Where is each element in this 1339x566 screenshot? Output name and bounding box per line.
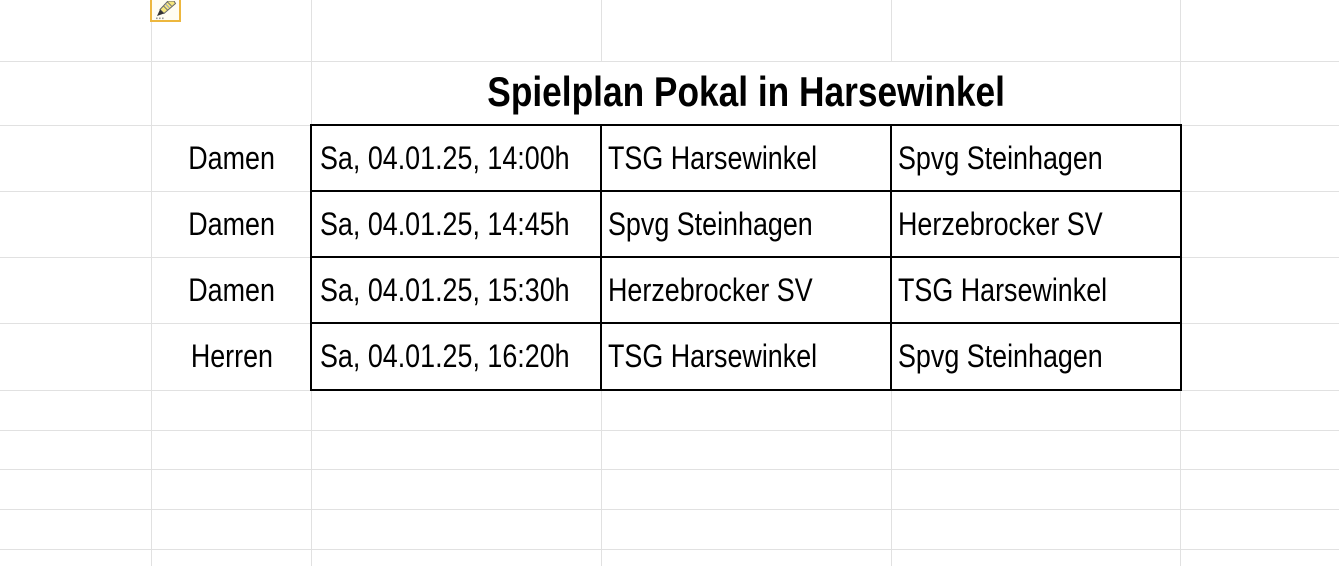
datetime-label: Sa, 04.01.25, 14:00h: [320, 140, 570, 176]
format-paintbrush-icon[interactable]: [150, 0, 181, 22]
cell-datetime[interactable]: Sa, 04.01.25, 14:45h: [320, 191, 598, 257]
gridline-vertical: [601, 0, 602, 61]
gridline-horizontal: [0, 430, 1339, 431]
gridline-vertical: [601, 390, 602, 566]
gridline-horizontal: [0, 509, 1339, 510]
home-team-label: Herzebrocker SV: [608, 272, 813, 308]
cell-away-team[interactable]: Herzebrocker SV: [898, 191, 1178, 257]
cell-category[interactable]: Damen: [151, 125, 312, 191]
table-row-divider: [312, 190, 1180, 192]
table-row-divider: [312, 322, 1180, 324]
paintbrush-glyph: [156, 1, 177, 20]
gridline-vertical: [891, 390, 892, 566]
cell-home-team[interactable]: Herzebrocker SV: [608, 257, 888, 323]
away-team-label: Spvg Steinhagen: [898, 140, 1103, 176]
category-label: Damen: [188, 272, 275, 308]
category-label: Damen: [188, 206, 275, 242]
datetime-label: Sa, 04.01.25, 15:30h: [320, 272, 570, 308]
cell-away-team[interactable]: Spvg Steinhagen: [898, 323, 1178, 389]
cell-category[interactable]: Herren: [151, 323, 312, 389]
away-team-label: TSG Harsewinkel: [898, 272, 1108, 308]
category-label: Herren: [190, 338, 273, 374]
away-team-label: Spvg Steinhagen: [898, 338, 1103, 374]
cell-home-team[interactable]: TSG Harsewinkel: [608, 125, 888, 191]
cell-category[interactable]: Damen: [151, 257, 312, 323]
cell-away-team[interactable]: Spvg Steinhagen: [898, 125, 1178, 191]
cell-away-team[interactable]: TSG Harsewinkel: [898, 257, 1178, 323]
gridline-horizontal: [0, 549, 1339, 550]
table-outline: [310, 124, 1182, 391]
gridline-horizontal: [0, 469, 1339, 470]
gridline-vertical: [891, 0, 892, 61]
datetime-label: Sa, 04.01.25, 16:20h: [320, 338, 570, 374]
cell-category[interactable]: Damen: [151, 191, 312, 257]
category-label: Damen: [188, 140, 275, 176]
datetime-label: Sa, 04.01.25, 14:45h: [320, 206, 570, 242]
away-team-label: Herzebrocker SV: [898, 206, 1103, 242]
gridline-horizontal: [0, 61, 1339, 62]
page-title: Spielplan Pokal in Harsewinkel: [487, 68, 1006, 115]
cell-datetime[interactable]: Sa, 04.01.25, 16:20h: [320, 323, 598, 389]
home-team-label: Spvg Steinhagen: [608, 206, 813, 242]
cell-datetime[interactable]: Sa, 04.01.25, 14:00h: [320, 125, 598, 191]
table-row-divider: [312, 256, 1180, 258]
cell-home-team[interactable]: Spvg Steinhagen: [608, 191, 888, 257]
title-cell[interactable]: Spielplan Pokal in Harsewinkel: [312, 61, 1181, 126]
cell-datetime[interactable]: Sa, 04.01.25, 15:30h: [320, 257, 598, 323]
gridline-vertical: [151, 0, 152, 566]
cell-home-team[interactable]: TSG Harsewinkel: [608, 323, 888, 389]
home-team-label: TSG Harsewinkel: [608, 140, 818, 176]
home-team-label: TSG Harsewinkel: [608, 338, 818, 374]
